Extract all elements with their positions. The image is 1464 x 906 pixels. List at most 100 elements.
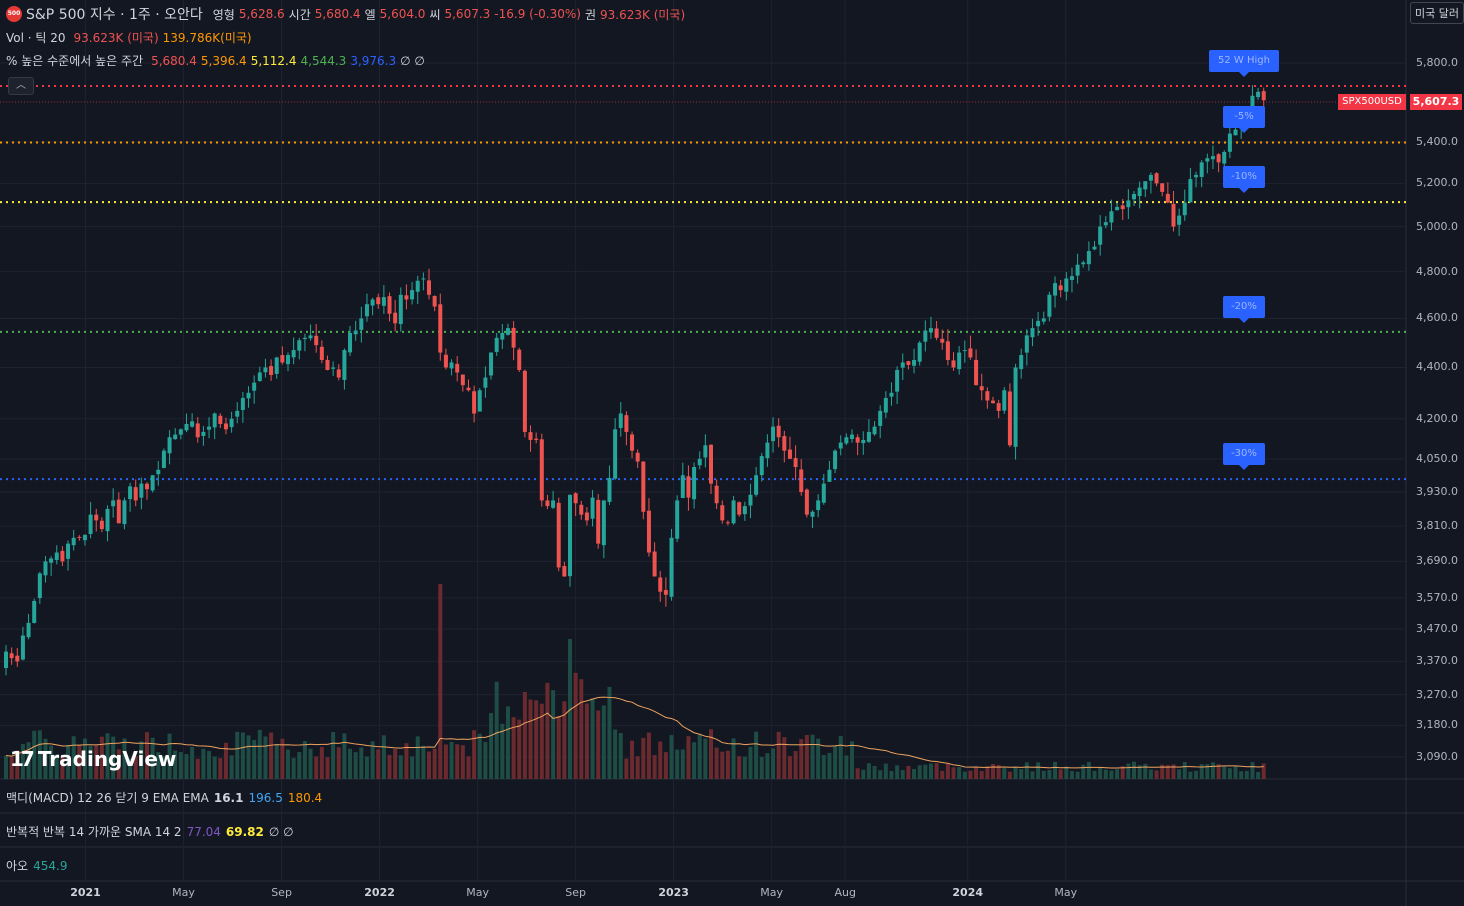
ao-value: 454.9 [33,858,68,873]
rsi-legend[interactable]: 반복적 반복 14 가까운 SMA 14 2 77.04 69.82 ∅ ∅ [6,823,294,840]
time-axis-label: 2021 [70,886,101,899]
candle-body [489,352,494,376]
price-axis-label: 3,690.0 [1416,554,1458,568]
volume-bars [4,584,1266,779]
symbol-logo[interactable]: 500 [6,6,22,22]
volume-bar [697,734,702,779]
volume-bar [82,738,87,779]
candle-body [494,337,499,352]
candle-body [466,387,471,391]
volume-bar [195,758,200,779]
volume-bar [20,744,25,779]
candle-body [54,552,59,561]
volume-bar [483,741,488,779]
candle-body [472,391,477,414]
candle-body [15,655,20,662]
volume-bar [1154,770,1159,779]
candle-body [364,304,369,317]
candle-body [229,418,234,428]
candle-body [257,372,262,381]
candle-body [534,438,539,440]
volume-bar [1120,765,1125,779]
candle-body [133,487,138,501]
candle-body [737,502,742,515]
candle-body [680,475,685,499]
volume-bar [218,758,223,779]
volume-bar [415,736,420,779]
candle-body [709,444,713,484]
candle-body [991,400,995,404]
volume-bar [398,755,403,779]
volume-bar [703,738,708,779]
candle-body [99,520,104,530]
currency-button[interactable]: 미국 달러 [1410,2,1464,24]
volume-bar [556,715,561,779]
price-axis-label: 4,200.0 [1416,411,1458,425]
candle-body [173,434,178,440]
candle-body [376,297,381,305]
volume-bar [348,748,353,779]
volume-bar [900,770,905,779]
level-flag[interactable]: -30% [1223,443,1265,471]
drawdown-value-high: 5,680.4 [151,53,197,68]
price-axis-label: 5,800.0 [1416,56,1458,69]
volume-bar [1036,762,1041,779]
candle-body [652,551,657,577]
candle-body [759,456,764,476]
volume-bar [1115,769,1120,779]
candle-body [866,431,871,442]
symbol-price-tag: SPX500USD [1338,94,1406,110]
volume-bar [917,765,922,779]
level-flag[interactable]: 52 W High [1209,49,1279,77]
volume-bar [709,729,713,779]
volume-bar [54,754,59,779]
volume-bar [156,752,161,779]
ohlc-close: 5,607.3 [444,7,491,21]
drawdown-value-10: 5,112.4 [250,53,297,68]
current-price-tag: 5,607.3 [1410,94,1462,110]
volume-bar [686,736,691,779]
volume-bar [128,758,133,779]
volume-bar [759,757,764,779]
volume-bar [1171,764,1176,779]
volume-bar [816,738,821,779]
volume-bar [1053,761,1058,779]
candle-body [302,337,307,340]
collapse-legend-button[interactable]: ︿ [8,77,34,95]
volume-bar [934,763,939,779]
candle-body [325,359,330,370]
candle-body [421,278,426,280]
macd-legend[interactable]: 맥디(MACD) 12 26 닫기 9 EMA EMA 16.1 196.5 1… [6,789,322,806]
candle-body [235,410,240,417]
volume-bar [427,751,431,779]
volume-bar [1143,763,1148,779]
tradingview-logo-icon: 17 [10,747,35,771]
macd-value2: 196.5 [248,790,283,805]
volume-bar [511,717,516,779]
volume-bar [336,747,341,779]
volume-bar [754,731,759,779]
candle-body [398,294,403,325]
volume-bar [584,703,589,779]
symbol-title[interactable]: S&P 500 지수 · 1주 · 오안다 [26,7,203,23]
candle-body [539,439,544,501]
ao-legend[interactable]: 아오 454.9 [6,857,67,874]
volume-bar [742,756,747,779]
candle-body [223,423,228,430]
candle-body [720,505,725,521]
level-flag[interactable]: -20% [1223,295,1265,323]
volume-bar [466,756,471,779]
candle-body [387,296,392,314]
vol-legend[interactable]: Vol · 틱 20 93.623K (미국) 139.786K(미국) [6,29,252,46]
volume-bar [596,710,601,779]
level-flag[interactable]: -5% [1223,106,1265,134]
drawdown-legend[interactable]: % 높은 수준에서 높은 주간 5,680.4 5,396.4 5,112.4 … [6,52,425,69]
level-flag[interactable]: -10% [1223,166,1265,194]
volume-bar [692,742,697,779]
tradingview-logo[interactable]: 17 TradingView [10,747,176,771]
price-change: -16.9 (-0.30%) [494,7,581,21]
volume-bar [1103,769,1108,779]
volume-bar [669,735,674,779]
time-axis-label: Sep [565,886,586,899]
